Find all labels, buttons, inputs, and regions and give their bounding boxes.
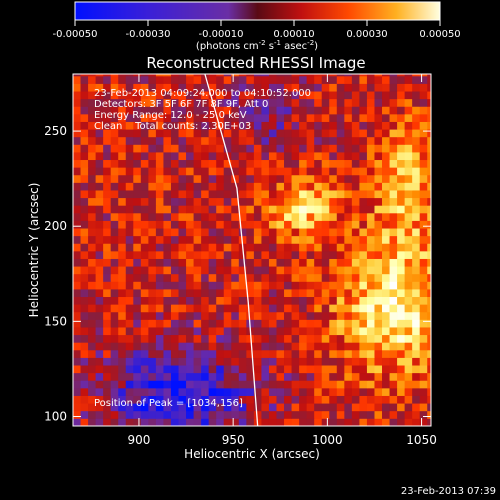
colorbar-tick-label: -0.00010 <box>199 29 244 40</box>
x-axis-label: Heliocentric X (arcsec) <box>184 447 320 461</box>
x-tick-label: 950 <box>222 433 245 447</box>
solar-limb-line <box>204 74 259 426</box>
colorbar-gradient <box>74 1 441 21</box>
colorbar-ticks: -0.00050 -0.00030 -0.00010 0.00010 0.00030 0.… <box>53 20 461 40</box>
colorbar-tick-label: 0.00010 <box>273 29 314 40</box>
colorbar: -0.00050 -0.00030 -0.00010 0.00010 0.00030 0.… <box>53 1 461 52</box>
x-tick-label: 900 <box>127 433 150 447</box>
axis-ticks: 900 950 1000 1050 100 150 200 250 <box>44 74 437 447</box>
colorbar-tick-label: 0.00050 <box>419 29 460 40</box>
annotation-time-range: 23-Feb-2013 04:09:24.000 to 04:10:52.000 <box>94 88 311 99</box>
x-tick-label: 1050 <box>406 433 437 447</box>
annotation-peak: Position of Peak = [1034,156] <box>94 398 243 409</box>
timestamp: 23-Feb-2013 07:39 <box>401 486 496 497</box>
colorbar-tick-label: 0.00030 <box>346 29 387 40</box>
y-tick-label: 250 <box>44 124 67 138</box>
chart-title: Reconstructed RHESSI Image <box>146 54 365 72</box>
plot-frame <box>72 73 432 427</box>
annotation-detectors: Detectors: 3F 5F 6F 7F 8F 9F, Att 0 <box>94 99 268 110</box>
colorbar-tick-label: -0.00050 <box>53 29 98 40</box>
y-tick-label: 150 <box>44 314 67 328</box>
colorbar-tick-label: -0.00030 <box>126 29 171 40</box>
annotations: 23-Feb-2013 04:09:24.000 to 04:10:52.000… <box>94 88 311 409</box>
y-tick-label: 200 <box>44 219 67 233</box>
x-tick-label: 1000 <box>312 433 343 447</box>
colorbar-unit-label: (photons cm-2 s-1 asec-2) <box>196 39 318 52</box>
y-axis-label: Heliocentric Y (arcsec) <box>27 183 41 318</box>
annotation-energy: Energy Range: 12.0 - 25.0 keV <box>94 110 247 121</box>
y-tick-label: 100 <box>44 409 67 423</box>
heatmap-image <box>73 74 431 426</box>
annotation-clean: Clean Total counts: 2.30E+03 <box>94 121 251 132</box>
